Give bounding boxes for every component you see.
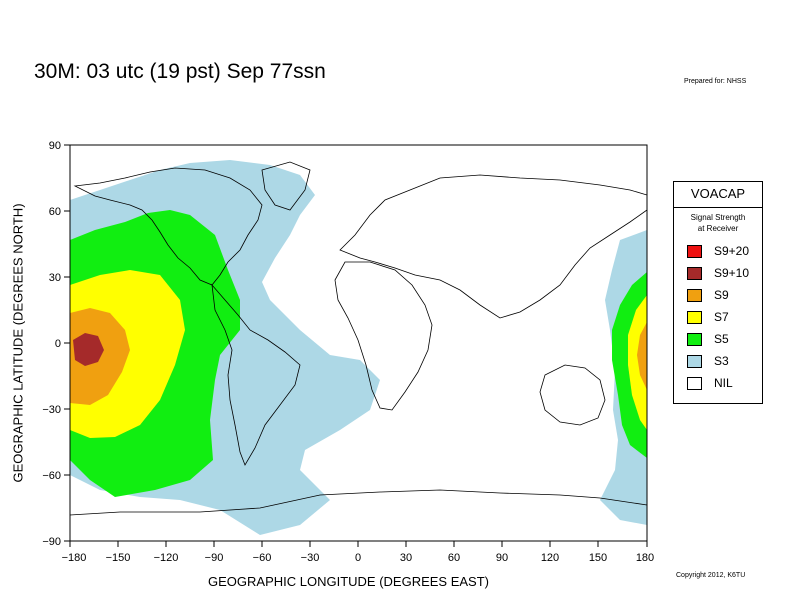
- legend-item-nil: NIL: [674, 372, 762, 394]
- legend-list: S9+20 S9+10 S9 S7 S5 S3 NIL: [674, 240, 762, 394]
- copyright-note: Copyright 2012, K6TU: [676, 572, 746, 579]
- y-tick-label: 60: [49, 206, 61, 218]
- y-tick-label: −90: [42, 536, 61, 548]
- x-tick-label: 90: [496, 552, 508, 564]
- x-tick-label: 60: [448, 552, 460, 564]
- legend-swatch: [687, 244, 702, 258]
- x-tick-label: 30: [400, 552, 412, 564]
- legend-title: VOACAP: [674, 182, 762, 208]
- x-tick-labels: −180 −150 −120 −90 −60 −30 0 30 60 90 12…: [62, 552, 655, 564]
- x-tick-label: −30: [301, 552, 320, 564]
- x-tick-label: −120: [154, 552, 179, 564]
- y-ticks: [64, 144, 70, 542]
- legend-label: S7: [714, 310, 729, 324]
- legend-subtitle-line1: Signal Strength: [690, 213, 746, 222]
- x-tick-label: −180: [62, 552, 87, 564]
- legend-swatch: [687, 332, 702, 346]
- x-tick-label: 120: [541, 552, 559, 564]
- legend-label: S9: [714, 288, 729, 302]
- coverage-s7-east: [628, 295, 647, 430]
- x-tick-label: −90: [205, 552, 224, 564]
- coverage-s9-east: [637, 322, 647, 390]
- legend-box: VOACAP Signal Strength at Receiver S9+20…: [673, 181, 763, 404]
- coastlines: [70, 161, 647, 516]
- legend-subtitle: Signal Strength at Receiver: [674, 212, 762, 234]
- x-tick-label: −150: [106, 552, 131, 564]
- legend-swatch: [687, 266, 702, 280]
- y-tick-label: −60: [42, 470, 61, 482]
- y-axis-label: GEOGRAPHIC LATITUDE (DEGREES NORTH): [10, 203, 26, 483]
- legend-item-s5: S5: [674, 328, 762, 350]
- y-tick-label: 30: [49, 272, 61, 284]
- legend-swatch: [687, 354, 702, 368]
- legend-label: S9+10: [714, 266, 750, 280]
- legend-label: S5: [714, 332, 729, 346]
- legend-swatch: [687, 376, 702, 390]
- legend-subtitle-line2: at Receiver: [697, 224, 739, 233]
- legend-item-s3: S3: [674, 350, 762, 372]
- x-ticks: [69, 541, 648, 547]
- x-tick-label: 180: [636, 552, 654, 564]
- legend-item-s9: S9: [674, 284, 762, 306]
- x-axis-label: GEOGRAPHIC LONGITUDE (DEGREES EAST): [208, 574, 489, 589]
- legend-label: S3: [714, 354, 729, 368]
- x-tick-label: −60: [253, 552, 272, 564]
- legend-swatch: [687, 310, 702, 324]
- y-tick-labels: 90 60 30 0 −30 −60 −90: [42, 140, 61, 548]
- map-title: 30M: 03 utc (19 pst) Sep 77ssn: [34, 60, 326, 83]
- legend-label: NIL: [714, 376, 733, 390]
- y-tick-label: −30: [42, 404, 61, 416]
- legend-swatch: [687, 288, 702, 302]
- legend-item-s7: S7: [674, 306, 762, 328]
- x-tick-label: 0: [355, 552, 361, 564]
- y-tick-label: 0: [55, 338, 61, 350]
- legend-item-s9plus10: S9+10: [674, 262, 762, 284]
- legend-item-s9plus20: S9+20: [674, 240, 762, 262]
- y-tick-label: 90: [49, 140, 61, 152]
- map-plot-area: [70, 145, 647, 541]
- coverage-s9plus10-west: [73, 333, 104, 366]
- x-tick-label: 150: [589, 552, 607, 564]
- legend-label: S9+20: [714, 244, 750, 258]
- prepared-for-note: Prepared for: NHSS: [684, 78, 747, 85]
